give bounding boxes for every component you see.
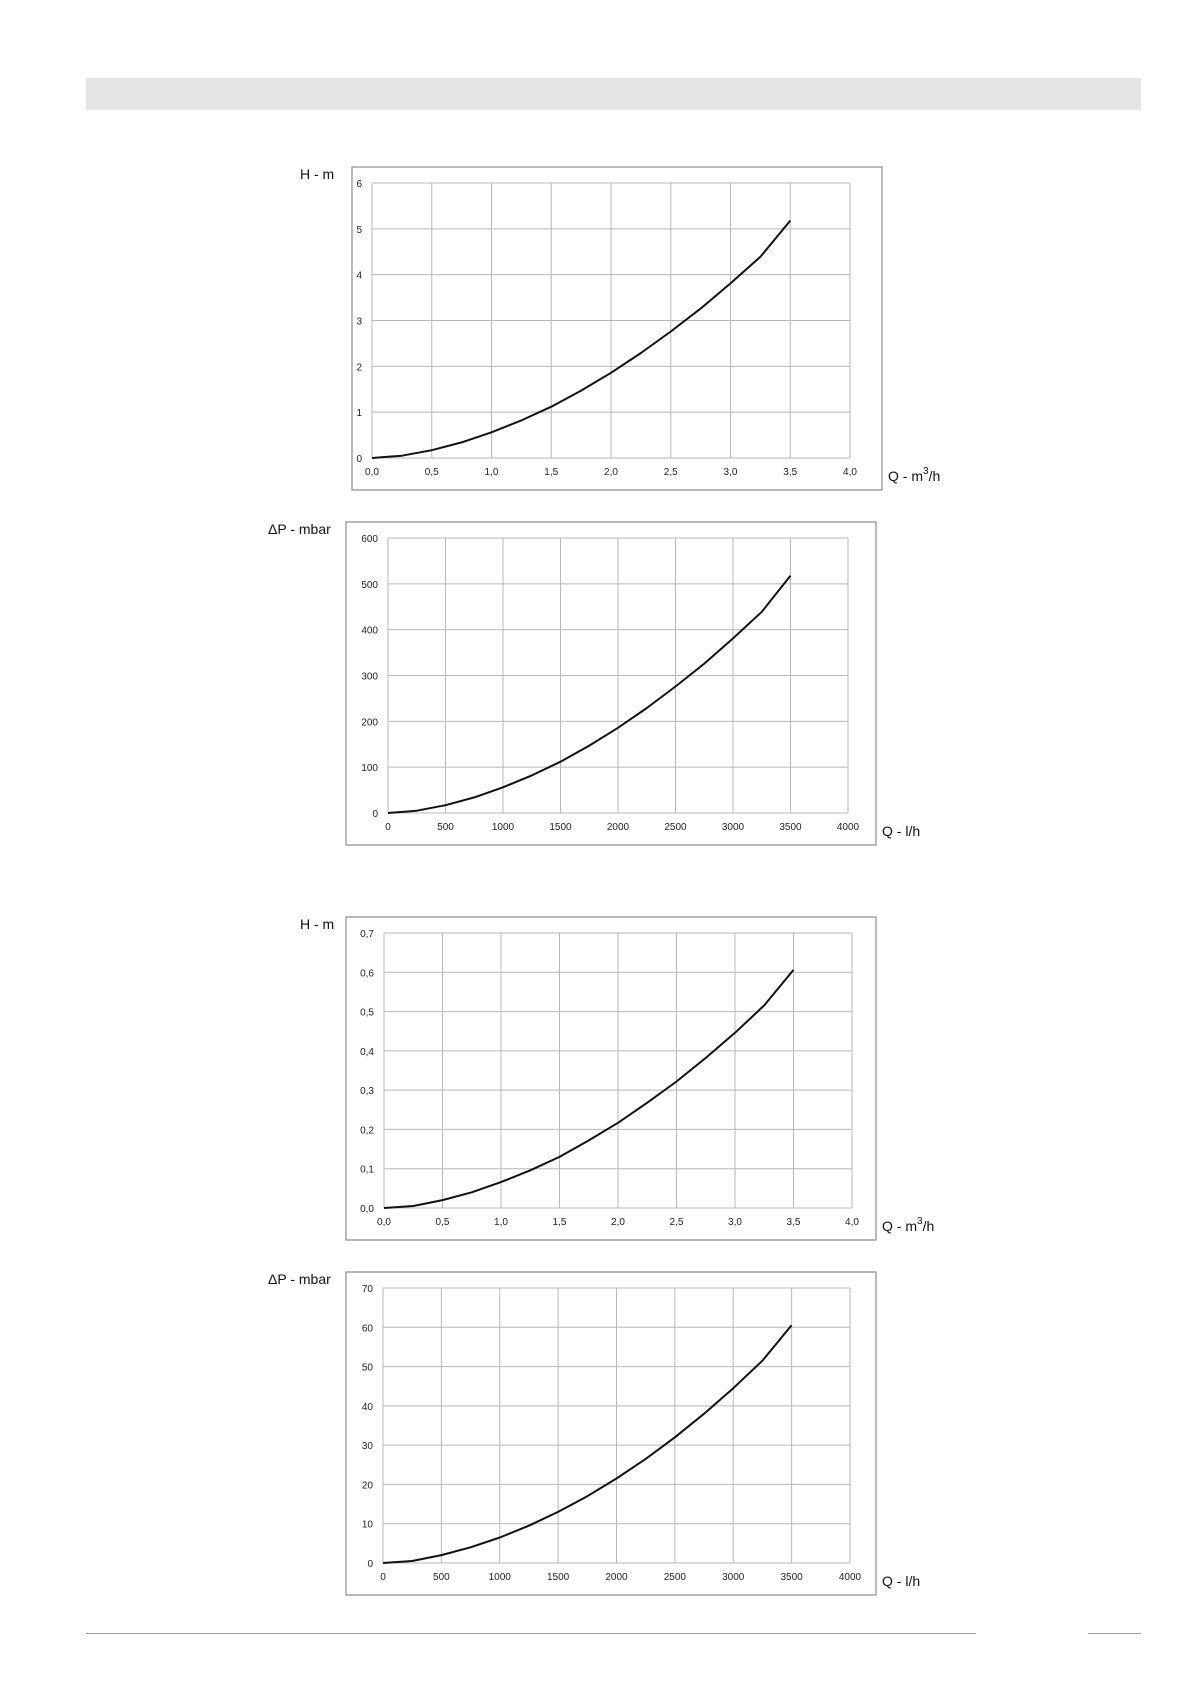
x-tick-label: 0,5 — [436, 1217, 450, 1228]
y-tick-label: 0 — [372, 809, 378, 820]
y-tick-label: 70 — [362, 1284, 374, 1295]
x-tick-label: 2500 — [664, 822, 687, 833]
x-axis-title: Q - m3/h — [888, 466, 940, 484]
x-tick-label: 500 — [433, 1572, 450, 1583]
footer-rule-right — [1088, 1633, 1141, 1634]
x-tick-label: 3500 — [781, 1572, 804, 1583]
y-tick-label: 1 — [356, 408, 362, 419]
y-tick-label: 0,4 — [360, 1047, 374, 1058]
series-line — [387, 574, 792, 814]
x-tick-label: 1000 — [492, 822, 515, 833]
x-tick-label: 3,0 — [728, 1217, 742, 1228]
y-tick-label: 300 — [361, 672, 378, 683]
x-tick-label: 3500 — [779, 822, 802, 833]
x-tick-label: 1,5 — [544, 467, 558, 478]
x-axis-title: Q - l/h — [882, 823, 920, 839]
chart-head-m3h-2: 0,0 0,5 1,0 1,5 2,0 2,5 3,0 3,5 4,0 0,0 0,1 0,2 0,3 0… — [300, 916, 934, 1241]
y-tick-label: 6 — [356, 179, 362, 190]
x-tick-label: 0 — [385, 822, 391, 833]
x-tick-label: 2500 — [664, 1572, 687, 1583]
y-tick-label: 10 — [362, 1520, 374, 1531]
y-tick-label: 200 — [361, 717, 378, 728]
y-tick-label: 30 — [362, 1441, 374, 1452]
x-tick-label: 2000 — [605, 1572, 628, 1583]
y-tick-label: 0,7 — [360, 929, 374, 940]
y-tick-label: 100 — [361, 763, 378, 774]
x-tick-label: 500 — [437, 822, 454, 833]
y-axis-title: H - m — [300, 166, 334, 182]
y-tick-label: 0,1 — [360, 1165, 374, 1176]
y-tick-label: 60 — [362, 1323, 374, 1334]
chart-frame — [351, 166, 883, 491]
x-tick-label: 2000 — [607, 822, 630, 833]
x-axis-title: Q - m3/h — [882, 1216, 934, 1234]
chart-head-m3h-1: 0,0 0,5 1,0 1,5 2,0 2,5 3,0 3,5 4,0 0 1 2 3 4 5 6 H - m Q… — [300, 166, 940, 491]
chart-frame — [345, 916, 877, 1241]
x-tick-label: 0,0 — [377, 1217, 391, 1228]
x-tick-label: 0,5 — [425, 467, 439, 478]
chart-frame — [345, 521, 877, 846]
x-tick-label: 3000 — [722, 822, 745, 833]
x-tick-label: 1,0 — [494, 1217, 508, 1228]
chart-frame — [345, 1271, 877, 1596]
x-tick-label: 3,5 — [783, 467, 797, 478]
x-tick-label: 1,0 — [485, 467, 499, 478]
x-tick-label: 2,5 — [664, 467, 678, 478]
series-line — [382, 1324, 793, 1564]
x-tick-label: 4000 — [837, 822, 860, 833]
header-band — [86, 78, 1141, 110]
x-tick-label: 1000 — [489, 1572, 512, 1583]
series-line — [383, 969, 795, 1209]
y-tick-label: 0 — [367, 1559, 373, 1570]
x-tick-label: 3,5 — [787, 1217, 801, 1228]
x-axis-title: Q - l/h — [882, 1573, 920, 1589]
y-tick-label: 20 — [362, 1480, 374, 1491]
y-tick-label: 400 — [361, 626, 378, 637]
x-tick-label: 1500 — [549, 822, 572, 833]
y-tick-label: 50 — [362, 1363, 374, 1374]
y-tick-label: 4 — [356, 271, 362, 282]
footer-rule-left — [86, 1633, 976, 1634]
y-axis-title: ΔP - mbar — [268, 1271, 331, 1287]
x-tick-label: 2,0 — [611, 1217, 625, 1228]
y-tick-label: 0,6 — [360, 968, 374, 979]
x-tick-label: 2,5 — [670, 1217, 684, 1228]
y-tick-label: 600 — [361, 534, 378, 545]
chart-pressure-lh-1: 0 500 1000 1500 2000 2500 3000 3500 4000 0 100 200 3… — [268, 521, 920, 846]
x-tick-label: 1500 — [547, 1572, 570, 1583]
y-tick-label: 0,2 — [360, 1125, 374, 1136]
x-tick-label: 4,0 — [845, 1217, 859, 1228]
chart-pressure-lh-2: 0 500 1000 1500 2000 2500 3000 3500 4000 0 10 20 30 4… — [268, 1271, 920, 1596]
y-axis-title: H - m — [300, 916, 334, 932]
y-tick-label: 2 — [356, 362, 362, 373]
series-line — [371, 219, 792, 459]
x-tick-label: 2,0 — [604, 467, 618, 478]
y-tick-label: 3 — [356, 317, 362, 328]
y-tick-label: 40 — [362, 1402, 374, 1413]
x-tick-label: 3000 — [722, 1572, 745, 1583]
y-tick-label: 0,5 — [360, 1008, 374, 1019]
x-tick-label: 1,5 — [553, 1217, 567, 1228]
y-axis-title: ΔP - mbar — [268, 521, 331, 537]
y-tick-label: 0 — [356, 454, 362, 465]
y-tick-label: 0,0 — [360, 1204, 374, 1215]
y-tick-label: 500 — [361, 580, 378, 591]
x-tick-label: 4000 — [839, 1572, 862, 1583]
x-tick-label: 0 — [380, 1572, 386, 1583]
y-tick-label: 5 — [356, 225, 362, 236]
x-tick-label: 3,0 — [724, 467, 738, 478]
x-tick-label: 4,0 — [843, 467, 857, 478]
y-tick-label: 0,3 — [360, 1086, 374, 1097]
x-tick-label: 0,0 — [365, 467, 379, 478]
